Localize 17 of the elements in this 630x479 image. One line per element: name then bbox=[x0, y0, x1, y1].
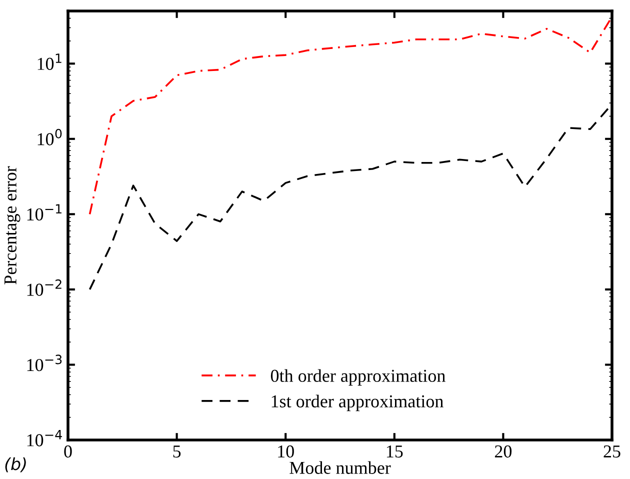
x-tick-label: 5 bbox=[173, 446, 181, 458]
y-tick-label: 10$^{−2}$ bbox=[27, 279, 62, 296]
y-tick-label: 10$^{−3}$ bbox=[27, 354, 62, 372]
x-tick-label: 20 bbox=[494, 445, 512, 458]
x-tick-label: 15 bbox=[386, 445, 403, 458]
x-tick-label: 10 bbox=[278, 445, 294, 458]
y-axis-title: Percentage error bbox=[4, 166, 20, 284]
x-axis-title: Mode number bbox=[290, 461, 391, 474]
x-tick-label: 25 bbox=[604, 445, 620, 458]
y-tick-label: 10$^{0}$ bbox=[38, 128, 62, 146]
y-tick-label: 10$^{−4}$ bbox=[27, 430, 62, 446]
text: (b) bbox=[5, 457, 26, 472]
legend-label: 0th order approximation bbox=[270, 369, 446, 386]
x-tick-label: 0 bbox=[64, 445, 72, 458]
legend-label: 1st order approximation bbox=[272, 394, 444, 412]
y-tick-label: 10$^{1}$ bbox=[38, 54, 62, 70]
y-tick-label: 10$^{−1}$ bbox=[27, 204, 62, 221]
